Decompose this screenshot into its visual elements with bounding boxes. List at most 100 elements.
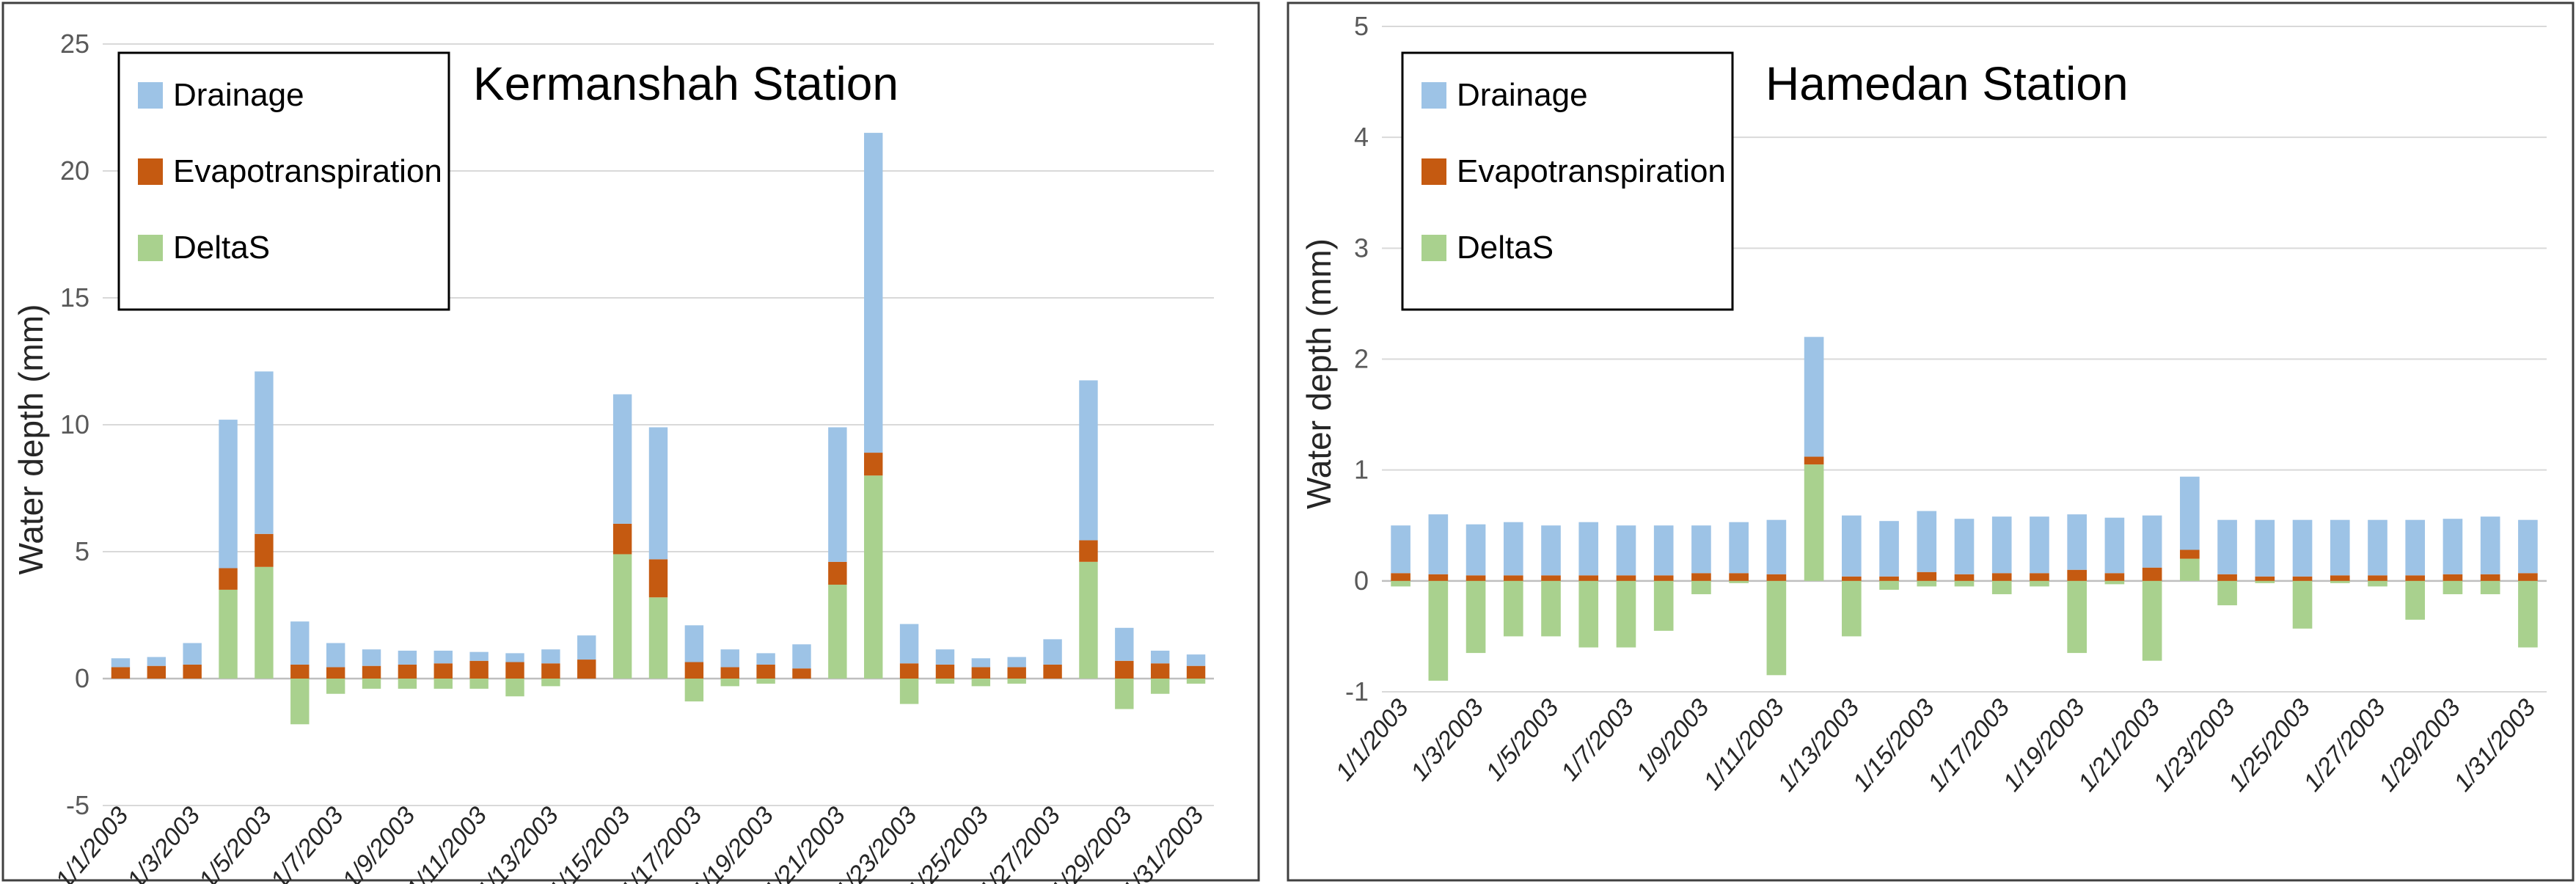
evapotranspiration-bar: [864, 453, 883, 476]
deltas-bar: [2518, 580, 2538, 648]
drainage-bar: [935, 649, 955, 665]
drainage-bar: [398, 650, 417, 665]
drainage-bar: [2104, 517, 2125, 574]
drainage-bar: [2180, 476, 2200, 550]
legend-label-drainage: Drainage: [1457, 77, 1588, 113]
chart-title: Hamedan Station: [1765, 57, 2129, 110]
y-tick-label: -1: [1345, 676, 1369, 706]
deltas-bar: [2255, 580, 2275, 583]
deltas-bar: [971, 679, 991, 687]
legend-label-drainage: Drainage: [173, 77, 304, 113]
evapotranspiration-bar: [1653, 575, 1674, 581]
deltas-bar: [1115, 679, 1134, 709]
deltas-bar: [255, 566, 274, 679]
y-tick-label: 1: [1354, 455, 1369, 485]
deltas-bar: [1954, 580, 1975, 587]
drainage-bar: [828, 427, 847, 562]
drainage-bar: [720, 649, 739, 668]
evapotranspiration-bar: [2142, 567, 2162, 581]
drainage-bar: [1729, 522, 1749, 574]
kermanshah-chart-panel: -5 0 5 10 15 20 25 1/1/2003 1/3/2003 1/5/2003 1/7/…: [0, 0, 1262, 884]
legend-swatch-drainage: [138, 82, 163, 109]
evapotranspiration-bar: [1428, 574, 1449, 581]
deltas-bar: [290, 679, 310, 725]
deltas-bar: [2217, 580, 2237, 606]
y-tick-label: 15: [60, 282, 89, 313]
deltas-bar: [648, 597, 668, 679]
deltas-bar: [2443, 580, 2463, 594]
deltas-bar: [1616, 580, 1636, 648]
deltas-bar: [1691, 580, 1711, 594]
drainage-bar: [756, 653, 775, 665]
drainage-bar: [2255, 519, 2275, 577]
deltas-bar: [1391, 580, 1410, 587]
drainage-bar: [1391, 525, 1410, 574]
evapotranspiration-bar: [2067, 569, 2087, 581]
drainage-bar: [1766, 519, 1787, 574]
evapotranspiration-bar: [1079, 540, 1098, 562]
deltas-bar: [2180, 558, 2200, 581]
evapotranspiration-bar: [1842, 576, 1862, 581]
drainage-bar: [1653, 525, 1674, 576]
kermanshah-chart: -505101520251/1/20031/3/20031/5/20031/7/…: [1, 1, 1260, 884]
y-tick-label: 25: [60, 29, 89, 59]
evapotranspiration-bar: [1150, 663, 1170, 679]
legend-swatch-drainage: [1421, 82, 1446, 109]
drainage-bar: [2067, 514, 2087, 570]
deltas-bar: [2142, 580, 2162, 661]
deltas-bar: [2067, 580, 2087, 654]
drainage-bar: [433, 650, 453, 664]
y-tick-label: 5: [1354, 11, 1369, 41]
evapotranspiration-bar: [1043, 664, 1062, 679]
hamedan-chart: -10123451/1/20031/3/20031/5/20031/7/2003…: [1287, 1, 2575, 882]
drainage-bar: [1150, 650, 1170, 664]
legend-swatch-evapotranspiration: [1421, 158, 1446, 185]
deltas-bar: [1428, 580, 1449, 681]
evapotranspiration-bar: [792, 668, 811, 679]
evapotranspiration-bar: [219, 568, 238, 590]
drainage-bar: [1466, 524, 1486, 576]
evapotranspiration-bar: [756, 664, 775, 679]
deltas-bar: [398, 679, 417, 689]
drainage-bar: [1578, 522, 1599, 576]
evapotranspiration-bar: [2518, 573, 2538, 581]
deltas-bar: [2292, 580, 2313, 629]
evapotranspiration-bar: [2480, 574, 2500, 581]
drainage-bar: [648, 427, 668, 560]
drainage-bar: [469, 651, 489, 661]
drainage-bar: [362, 649, 381, 666]
evapotranspiration-bar: [505, 662, 524, 679]
deltas-bar: [1503, 580, 1523, 637]
drainage-bar: [2518, 519, 2538, 574]
drainage-bar: [1541, 525, 1561, 576]
drainage-bar: [2330, 519, 2350, 576]
drainage-bar: [111, 658, 131, 668]
evapotranspiration-bar: [684, 662, 704, 679]
deltas-bar: [2104, 580, 2125, 585]
drainage-bar: [792, 644, 811, 669]
evapotranspiration-bar: [1466, 575, 1486, 581]
deltas-bar: [899, 679, 919, 704]
y-tick-label: 10: [60, 409, 89, 439]
drainage-bar: [2142, 515, 2162, 568]
evapotranspiration-bar: [828, 561, 847, 585]
evapotranspiration-bar: [1804, 456, 1824, 465]
evapotranspiration-bar: [935, 664, 955, 679]
deltas-bar: [469, 679, 489, 689]
evapotranspiration-bar: [1954, 574, 1975, 581]
evapotranspiration-bar: [2330, 575, 2350, 581]
drainage-bar: [1804, 337, 1824, 457]
legend-box: [117, 51, 450, 311]
deltas-bar: [1007, 679, 1026, 684]
drainage-bar: [2443, 519, 2463, 574]
deltas-bar: [864, 475, 883, 679]
evapotranspiration-bar: [2443, 574, 2463, 581]
drainage-bar: [1991, 516, 2012, 574]
deltas-bar: [1150, 679, 1170, 694]
deltas-bar: [541, 679, 560, 687]
deltas-bar: [684, 679, 704, 702]
drainage-bar: [219, 420, 238, 569]
drainage-bar: [1842, 515, 1862, 577]
evapotranspiration-bar: [255, 533, 274, 567]
evapotranspiration-bar: [1391, 573, 1410, 581]
